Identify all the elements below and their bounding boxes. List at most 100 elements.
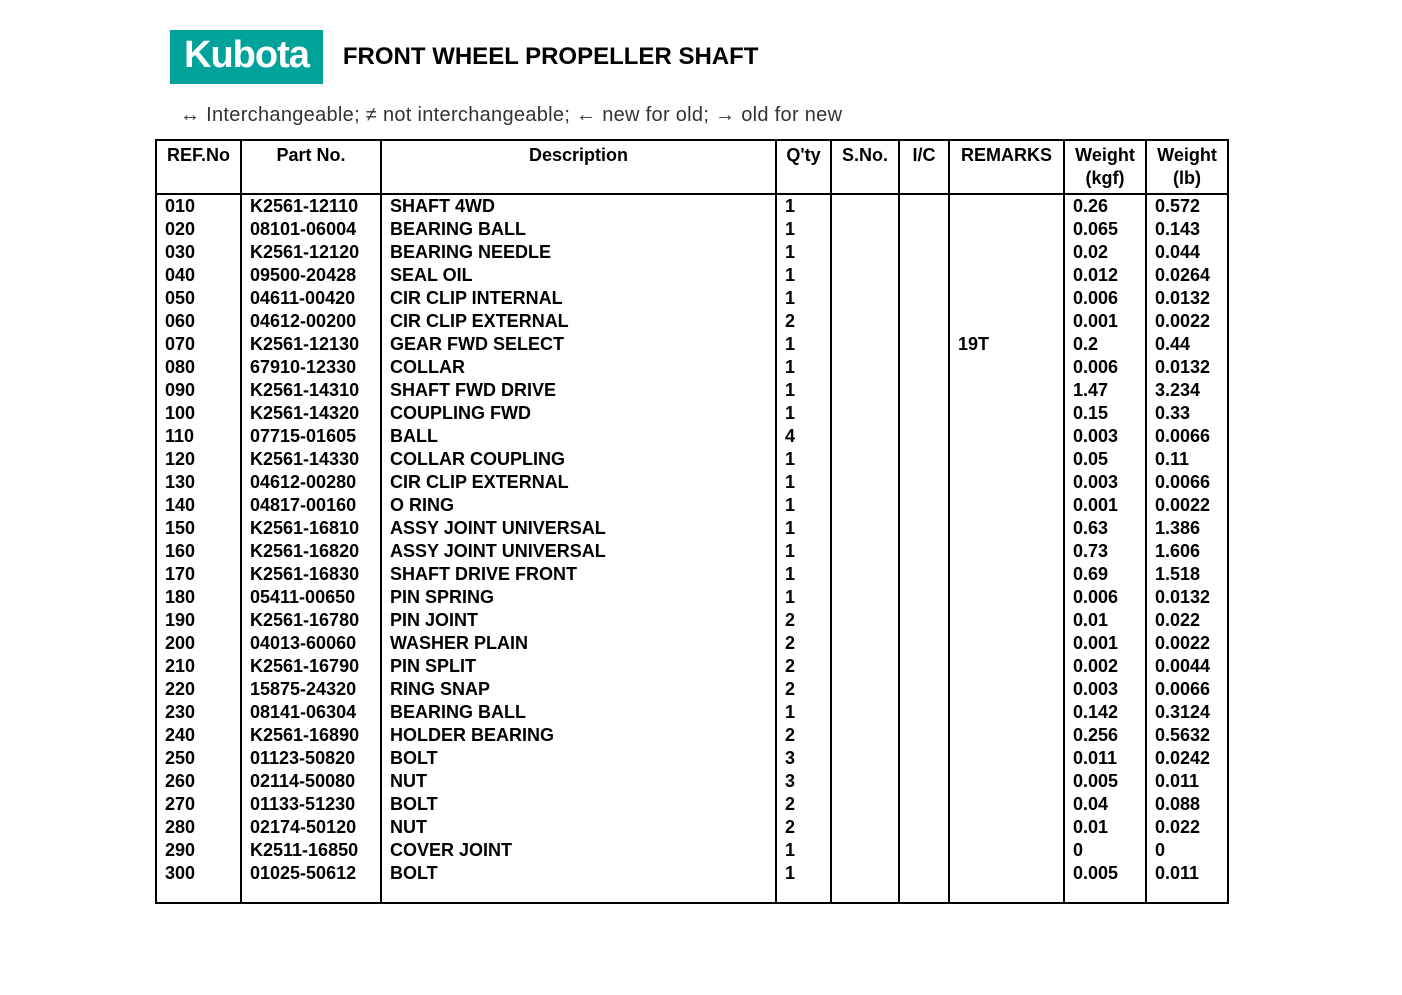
cell-wlb: 0.044: [1146, 241, 1228, 264]
cell-wlb: 1.606: [1146, 540, 1228, 563]
cell-rem: [949, 425, 1064, 448]
cell-ref: 190: [156, 609, 241, 632]
cell-desc: ASSY JOINT UNIVERSAL: [381, 517, 776, 540]
cell-ref: 160: [156, 540, 241, 563]
cell-rem: [949, 770, 1064, 793]
cell-wkgf: 1.47: [1064, 379, 1146, 402]
cell-ic: [899, 540, 949, 563]
table-row: 18005411-00650PIN SPRING10.0060.0132: [156, 586, 1228, 609]
cell-sno: [831, 678, 899, 701]
cell-part: 02174-50120: [241, 816, 381, 839]
table-row: 23008141-06304BEARING BALL10.1420.3124: [156, 701, 1228, 724]
col-rem-h2: [949, 168, 1064, 194]
cell-wlb: 0.0066: [1146, 678, 1228, 701]
cell-wlb: 0.011: [1146, 862, 1228, 903]
header: Kubota FRONT WHEEL PROPELLER SHAFT: [170, 30, 1402, 84]
cell-qty: 2: [776, 655, 831, 678]
cell-desc: COVER JOINT: [381, 839, 776, 862]
table-row: 20004013-60060WASHER PLAIN20.0010.0022: [156, 632, 1228, 655]
cell-qty: 4: [776, 425, 831, 448]
cell-desc: COUPLING FWD: [381, 402, 776, 425]
cell-sno: [831, 724, 899, 747]
cell-qty: 3: [776, 747, 831, 770]
cell-qty: 1: [776, 264, 831, 287]
table-header-row-1: REF.No Part No. Description Q'ty S.No. I…: [156, 140, 1228, 168]
cell-rem: [949, 264, 1064, 287]
cell-desc: BEARING NEEDLE: [381, 241, 776, 264]
page-title: FRONT WHEEL PROPELLER SHAFT: [343, 43, 759, 71]
cell-ref: 180: [156, 586, 241, 609]
cell-wlb: 0.143: [1146, 218, 1228, 241]
cell-ref: 260: [156, 770, 241, 793]
cell-wlb: 0.0022: [1146, 494, 1228, 517]
cell-ic: [899, 862, 949, 903]
cell-desc: SEAL OIL: [381, 264, 776, 287]
cell-qty: 1: [776, 333, 831, 356]
cell-wlb: 0: [1146, 839, 1228, 862]
cell-desc: BOLT: [381, 862, 776, 903]
table-row: 26002114-50080NUT30.0050.011: [156, 770, 1228, 793]
cell-part: 01025-50612: [241, 862, 381, 903]
cell-ic: [899, 471, 949, 494]
cell-wkgf: 0.2: [1064, 333, 1146, 356]
cell-sno: [831, 839, 899, 862]
table-row: 11007715-01605BALL40.0030.0066: [156, 425, 1228, 448]
cell-ic: [899, 218, 949, 241]
cell-wlb: 0.0044: [1146, 655, 1228, 678]
table-row: 22015875-24320RING SNAP20.0030.0066: [156, 678, 1228, 701]
cell-qty: 1: [776, 356, 831, 379]
cell-rem: [949, 655, 1064, 678]
cell-ref: 130: [156, 471, 241, 494]
cell-sno: [831, 287, 899, 310]
cell-ic: [899, 379, 949, 402]
cell-wlb: 0.022: [1146, 816, 1228, 839]
cell-ic: [899, 724, 949, 747]
cell-sno: [831, 425, 899, 448]
col-wkgf-h1: Weight: [1064, 140, 1146, 168]
cell-qty: 1: [776, 540, 831, 563]
cell-rem: [949, 609, 1064, 632]
cell-sno: [831, 793, 899, 816]
cell-wkgf: 0.006: [1064, 287, 1146, 310]
cell-rem: 19T: [949, 333, 1064, 356]
cell-rem: [949, 793, 1064, 816]
cell-sno: [831, 310, 899, 333]
cell-wlb: 0.572: [1146, 194, 1228, 218]
cell-sno: [831, 586, 899, 609]
cell-ref: 170: [156, 563, 241, 586]
cell-sno: [831, 356, 899, 379]
col-desc-h2: [381, 168, 776, 194]
cell-qty: 2: [776, 724, 831, 747]
col-wkgf-h2: (kgf): [1064, 168, 1146, 194]
cell-ref: 100: [156, 402, 241, 425]
legend-line: ↔ Interchangeable; ≠ not interchangeable…: [180, 104, 1402, 127]
cell-wkgf: 0.01: [1064, 609, 1146, 632]
cell-qty: 2: [776, 632, 831, 655]
cell-rem: [949, 839, 1064, 862]
cell-wkgf: 0.006: [1064, 586, 1146, 609]
cell-wlb: 0.0022: [1146, 632, 1228, 655]
cell-wlb: 0.088: [1146, 793, 1228, 816]
cell-ref: 300: [156, 862, 241, 903]
cell-sno: [831, 747, 899, 770]
cell-sno: [831, 402, 899, 425]
cell-sno: [831, 194, 899, 218]
cell-wlb: 0.0066: [1146, 425, 1228, 448]
col-qty-h1: Q'ty: [776, 140, 831, 168]
cell-sno: [831, 218, 899, 241]
cell-ic: [899, 701, 949, 724]
cell-desc: HOLDER BEARING: [381, 724, 776, 747]
cell-part: 08101-06004: [241, 218, 381, 241]
cell-rem: [949, 724, 1064, 747]
cell-qty: 1: [776, 586, 831, 609]
cell-qty: 1: [776, 701, 831, 724]
cell-qty: 1: [776, 517, 831, 540]
cell-sno: [831, 862, 899, 903]
cell-qty: 1: [776, 448, 831, 471]
cell-sno: [831, 379, 899, 402]
cell-ic: [899, 494, 949, 517]
cell-wkgf: 0.01: [1064, 816, 1146, 839]
cell-qty: 2: [776, 678, 831, 701]
cell-wkgf: 0.02: [1064, 241, 1146, 264]
col-sno-h1: S.No.: [831, 140, 899, 168]
